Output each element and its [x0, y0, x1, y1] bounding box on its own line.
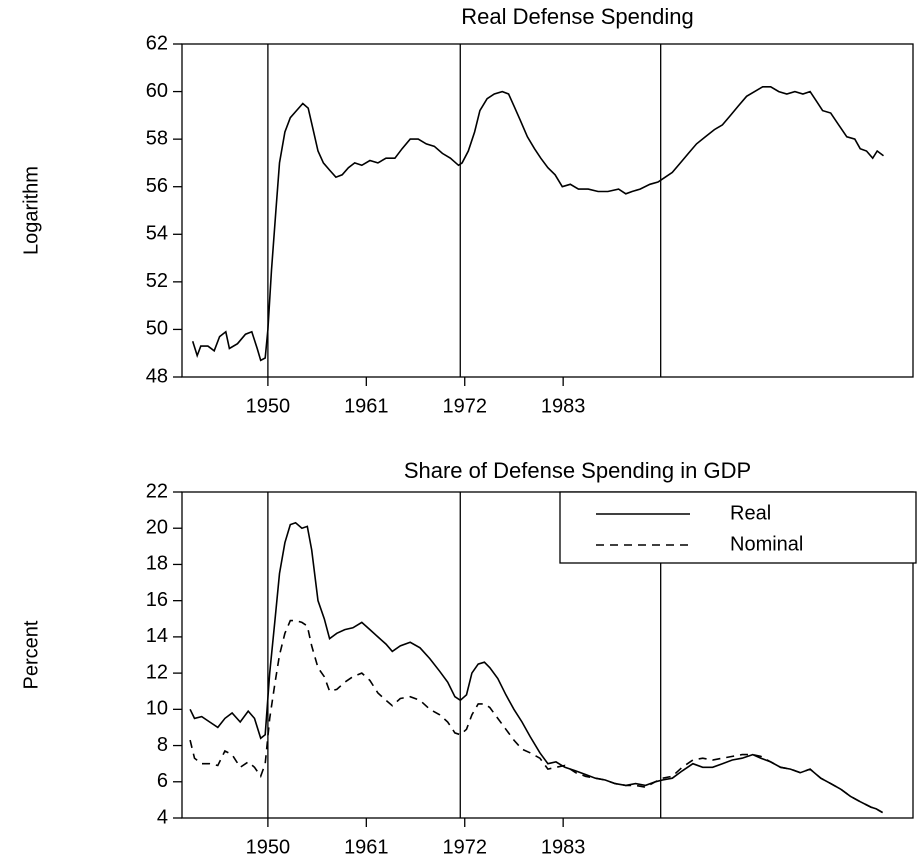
x-tick-label: 1950	[246, 395, 291, 417]
x-tick-label: 1983	[541, 836, 586, 858]
x-tick-label: 1961	[344, 395, 389, 417]
y-axis-label: Logarithm	[20, 166, 42, 255]
x-tick-label: 1950	[246, 836, 291, 858]
y-tick-label: 10	[146, 698, 168, 720]
y-tick-label: 22	[146, 480, 168, 502]
y-tick-label: 16	[146, 589, 168, 611]
data-line	[191, 86, 884, 362]
y-tick-label: 6	[157, 770, 168, 792]
y-tick-label: 12	[146, 661, 168, 683]
x-tick-label: 1972	[442, 395, 487, 417]
x-tick-label: 1983	[541, 395, 586, 417]
y-tick-label: 54	[146, 223, 168, 245]
plot-frame	[181, 491, 914, 819]
y-tick-label: 52	[146, 270, 168, 292]
y-tick-label: 48	[146, 365, 168, 387]
x-tick-label: 1961	[344, 836, 389, 858]
y-tick-label: 58	[146, 127, 168, 149]
y-tick-label: 50	[146, 318, 168, 340]
chart-title: Real Defense Spending	[461, 4, 693, 29]
y-tick-label: 60	[146, 80, 168, 102]
y-tick-label: 56	[146, 175, 168, 197]
chart-title: Share of Defense Spending in GDP	[404, 458, 751, 483]
y-tick-label: 62	[146, 32, 168, 54]
legend-label: Real	[730, 502, 771, 524]
y-tick-label: 8	[157, 734, 168, 756]
y-tick-label: 18	[146, 553, 168, 575]
x-tick-label: 1972	[442, 836, 487, 858]
y-tick-label: 4	[157, 806, 168, 828]
data-line	[189, 521, 884, 814]
y-tick-label: 20	[146, 517, 168, 539]
legend-box	[559, 491, 917, 564]
data-line	[189, 619, 884, 814]
plot-frame	[181, 43, 914, 378]
y-tick-label: 14	[146, 625, 168, 647]
legend-label: Nominal	[730, 533, 803, 555]
y-axis-label: Percent	[20, 620, 42, 689]
